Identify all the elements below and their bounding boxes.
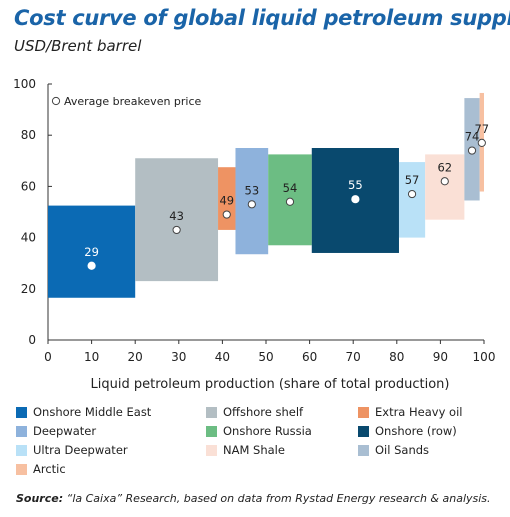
breakeven-marker xyxy=(467,146,477,155)
breakeven-marker xyxy=(440,177,449,186)
breakeven-label: 55 xyxy=(348,178,363,192)
breakeven-label: 74 xyxy=(465,130,480,144)
legend-item: Onshore Middle East xyxy=(16,405,151,419)
y-tick-label: 60 xyxy=(21,179,36,193)
x-tick-label: 60 xyxy=(302,350,317,364)
breakeven-marker xyxy=(247,200,256,209)
x-tick-label: 40 xyxy=(215,350,230,364)
breakeven-label: 53 xyxy=(245,183,260,197)
legend-label: Deepwater xyxy=(33,424,97,438)
y-tick-label: 40 xyxy=(21,231,36,245)
x-tick-label: 50 xyxy=(258,350,273,364)
breakeven-marker xyxy=(351,195,360,204)
legend-label: Onshore Russia xyxy=(223,424,312,438)
bar xyxy=(425,154,465,220)
legend-item: Onshore (row) xyxy=(358,424,457,438)
cost-curve-chart: 0 20 40 60 80 100 0 10 20 30 40 50 60 70 80 90 100 Liquid… xyxy=(13,77,496,392)
legend-item: Ultra Deepwater xyxy=(16,443,128,457)
legend-label: Onshore Middle East xyxy=(33,405,152,419)
legend-label: Onshore (row) xyxy=(375,424,457,438)
legend-swatch xyxy=(358,425,369,437)
breakeven-marker xyxy=(87,261,96,270)
legend-label: Offshore shelf xyxy=(223,405,304,419)
legend-swatch xyxy=(16,463,27,475)
y-tick-label: 20 xyxy=(21,282,36,296)
x-tick-label: 100 xyxy=(473,350,496,364)
breakeven-label: 49 xyxy=(219,194,234,208)
breakeven-label: 62 xyxy=(437,160,452,174)
x-tick-label: 20 xyxy=(128,350,143,364)
x-tick-label: 80 xyxy=(389,350,404,364)
chart-subtitle: USD/Brent barrel xyxy=(14,37,142,55)
bar xyxy=(48,205,136,298)
breakeven-marker xyxy=(222,210,231,219)
x-tick-label: 70 xyxy=(346,350,361,364)
y-tick-label: 80 xyxy=(21,128,36,142)
breakeven-label: 57 xyxy=(405,173,420,187)
legend-item: Arctic xyxy=(16,462,66,476)
legend-label: NAM Shale xyxy=(223,443,285,457)
legend-swatch xyxy=(206,425,217,437)
legend-item: Extra Heavy oil xyxy=(358,405,462,419)
breakeven-marker xyxy=(172,225,181,235)
chart-title: Cost curve of global liquid petroleum su… xyxy=(14,6,510,30)
bar xyxy=(218,167,236,230)
breakeven-label: 29 xyxy=(84,245,99,259)
legend-swatch xyxy=(358,406,369,418)
legend-swatch xyxy=(206,406,217,418)
breakeven-label: 77 xyxy=(474,122,489,136)
breakeven-label: 54 xyxy=(283,181,298,195)
legend-label: Arctic xyxy=(33,462,66,476)
x-tick-label: 30 xyxy=(171,350,186,364)
legend-swatch xyxy=(16,444,27,456)
legend-label: Extra Heavy oil xyxy=(375,405,463,419)
source-note: Source: “la Caixa” Research, based on da… xyxy=(16,492,491,505)
source-text: “la Caixa” Research, based on data from … xyxy=(63,492,491,505)
bar xyxy=(135,158,219,282)
legend-swatch xyxy=(358,444,369,456)
x-tick-label: 0 xyxy=(44,350,52,364)
marker-legend-label: Average breakeven price xyxy=(64,95,202,108)
legend-label: Oil Sands xyxy=(375,443,430,457)
legend-item: Onshore Russia xyxy=(206,424,312,438)
legend-label: Ultra Deepwater xyxy=(33,443,128,457)
bar xyxy=(398,162,426,238)
breakeven-marker xyxy=(477,138,486,147)
legend-item: Offshore shelf xyxy=(206,405,303,419)
legend-swatch xyxy=(16,425,27,437)
x-axis-label: Liquid petroleum production (share of to… xyxy=(91,377,450,392)
legend-swatch xyxy=(206,444,217,456)
source-label: Source: xyxy=(16,492,64,505)
legend-swatch xyxy=(16,406,27,418)
legend-item: NAM Shale xyxy=(206,443,285,457)
legend-item: Deepwater xyxy=(16,424,96,438)
x-tick-label: 10 xyxy=(84,350,99,364)
y-tick-label: 100 xyxy=(13,77,36,91)
y-tick-label: 0 xyxy=(28,333,36,347)
legend-item: Oil Sands xyxy=(358,443,429,457)
x-tick-label: 90 xyxy=(433,350,448,364)
breakeven-marker xyxy=(407,189,417,199)
breakeven-label: 43 xyxy=(169,209,184,223)
marker-legend-icon xyxy=(51,96,61,106)
breakeven-marker xyxy=(285,197,295,206)
